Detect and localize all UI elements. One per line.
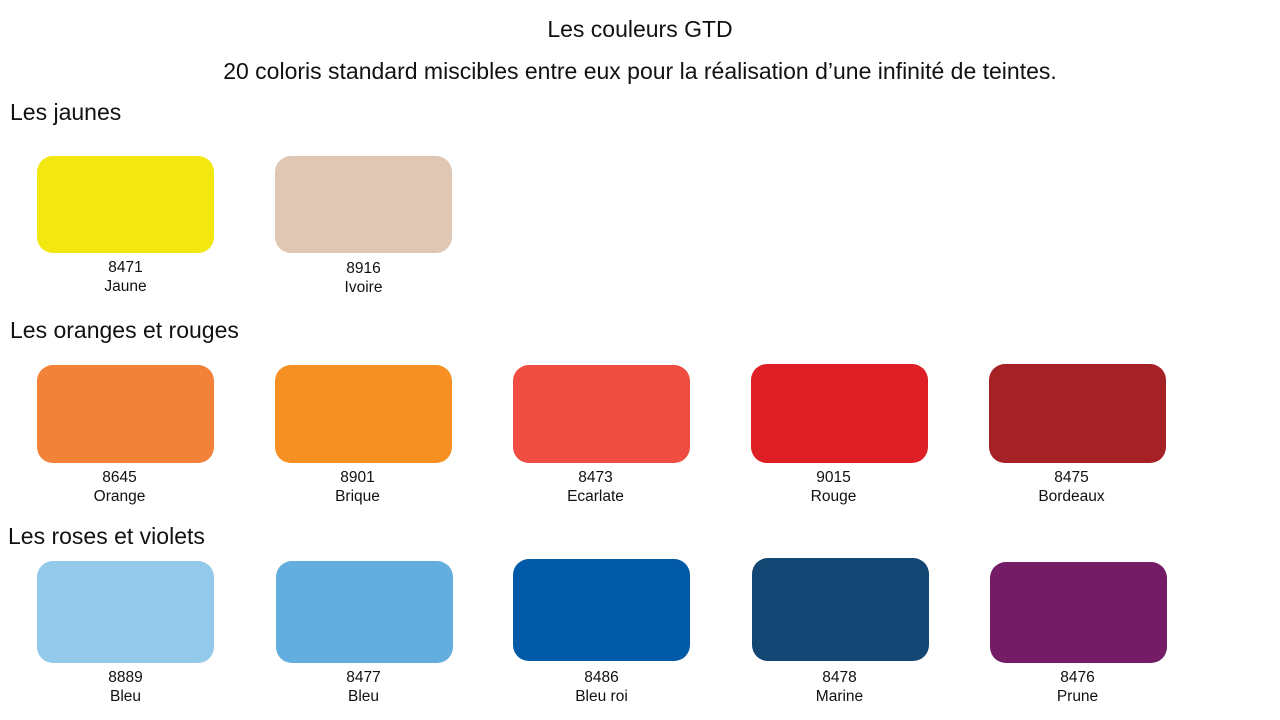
swatch-code: 8889	[108, 669, 143, 686]
swatch-code: 8478	[822, 669, 857, 686]
swatch-code: 8475	[1054, 469, 1089, 486]
swatch-name: Ivoire	[344, 279, 383, 296]
swatch-name: Prune	[1056, 688, 1099, 705]
swatch-8916[interactable]	[275, 156, 452, 253]
swatch-code: 8916	[346, 260, 381, 277]
swatch-9015[interactable]	[751, 364, 928, 463]
swatch-8901[interactable]	[275, 365, 452, 463]
swatch-8473[interactable]	[513, 365, 690, 463]
swatch-8475[interactable]	[989, 364, 1166, 463]
swatch-name: Bleu	[109, 688, 142, 705]
swatch-8476[interactable]	[990, 562, 1167, 663]
swatch-name: Ecarlate	[567, 488, 624, 505]
swatch-name: Jaune	[104, 278, 147, 295]
swatch-8471[interactable]	[37, 156, 214, 253]
swatch-name: Bordeaux	[1038, 488, 1105, 505]
page-title: Les couleurs GTD	[547, 16, 733, 42]
swatch-code: 8645	[102, 469, 137, 486]
swatch-name: Rouge	[810, 488, 857, 505]
swatch-8478[interactable]	[752, 558, 929, 661]
swatch-name: Marine	[815, 688, 864, 705]
swatch-8645[interactable]	[37, 365, 214, 463]
swatch-code: 8901	[340, 469, 375, 486]
swatch-8889[interactable]	[37, 561, 214, 663]
swatch-8477[interactable]	[276, 561, 453, 663]
swatch-name: Bleu	[347, 688, 380, 705]
section-heading-jaunes: Les jaunes	[10, 99, 122, 125]
swatch-name: Orange	[93, 488, 146, 505]
swatch-code: 8471	[108, 259, 143, 276]
swatch-name: Brique	[335, 488, 380, 505]
swatch-name: Bleu roi	[575, 688, 628, 705]
swatch-code: 8486	[584, 669, 619, 686]
swatch-code: 8477	[346, 669, 381, 686]
page-subtitle: 20 coloris standard miscibles entre eux …	[223, 58, 1057, 84]
swatch-code: 8473	[578, 469, 613, 486]
section-heading-roses-violets: Les roses et violets	[8, 523, 205, 549]
swatch-code: 9015	[816, 469, 851, 486]
swatch-8486[interactable]	[513, 559, 690, 661]
section-heading-oranges-rouges: Les oranges et rouges	[10, 317, 239, 343]
swatch-code: 8476	[1060, 669, 1095, 686]
